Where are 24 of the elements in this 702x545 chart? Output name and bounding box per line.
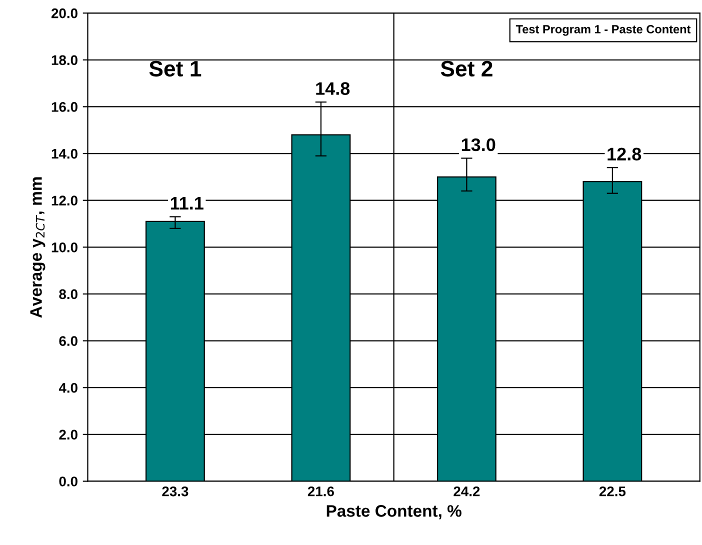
x-tick-label: 22.5 [599, 486, 626, 496]
data-label: 11.1 [170, 197, 204, 210]
annotation: Set 2 [440, 60, 492, 77]
y-tick-label: 2.0 [59, 430, 78, 440]
y-tick-label: 4.0 [58, 382, 78, 393]
y-tick-label: 16.0 [52, 102, 78, 112]
y-tick-label: 18.0 [52, 55, 78, 66]
y-tick-label: 14.0 [52, 148, 78, 159]
y-tick-label: 20.0 [51, 8, 78, 18]
y-tick-label: 0.0 [59, 476, 78, 486]
x-tick-label: 23.3 [162, 486, 188, 496]
data-label: 14.8 [316, 82, 350, 95]
data-label: 13.0 [462, 138, 496, 152]
y-tick-label: 10.0 [52, 242, 78, 252]
data-label: 12.8 [608, 148, 642, 160]
x-tick-label: 21.6 [308, 486, 334, 496]
text: Test Program 1 - Paste Content [516, 25, 691, 36]
x-tick-label: 24.2 [454, 486, 480, 496]
y-tick-label: 12.0 [52, 196, 78, 206]
y-tick-label: 6.0 [59, 336, 78, 346]
annotation: Set 1 [149, 60, 202, 77]
x-axis-title: Paste Content, % [326, 505, 462, 520]
y-axis-title: Average y$_{2CT}$, mm [30, 177, 46, 318]
y-tick-label: 8.0 [59, 289, 78, 300]
